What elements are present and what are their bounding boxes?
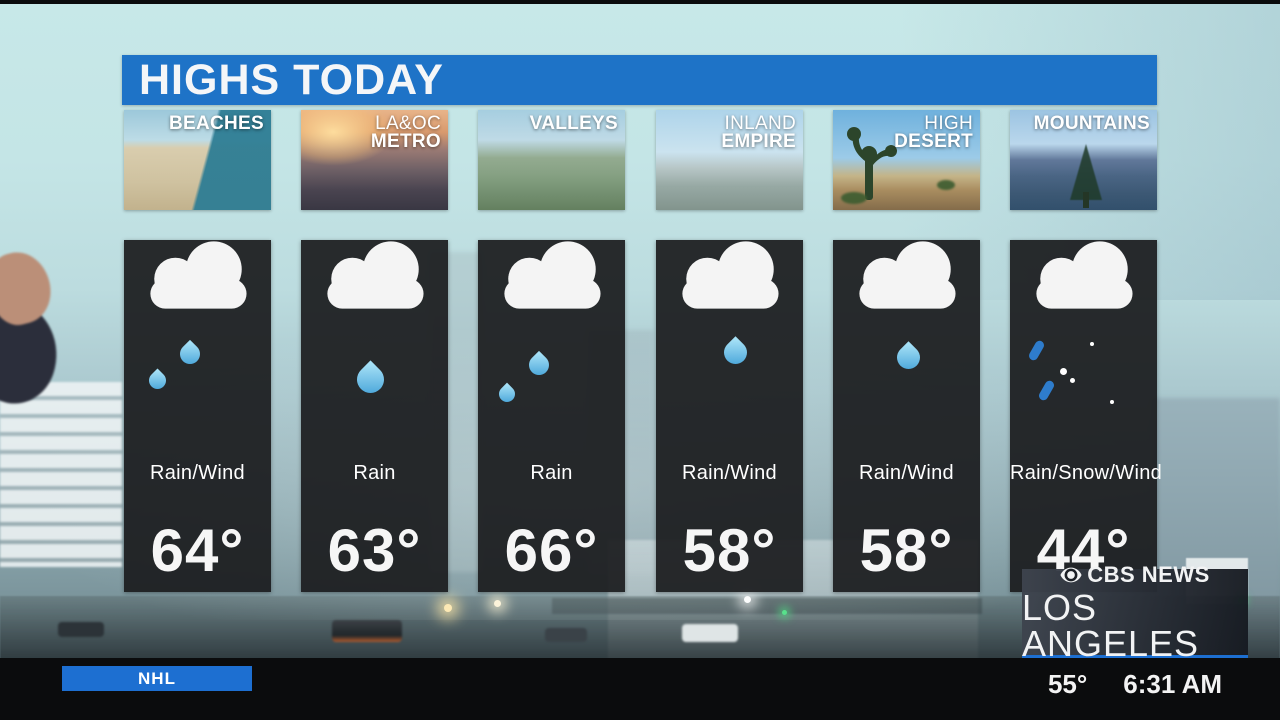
background-building-white (0, 382, 122, 567)
pine-tree (1070, 144, 1102, 200)
headlight-glow (744, 596, 751, 603)
snowflake-icon (1070, 378, 1075, 383)
high-temp: 64° (150, 517, 245, 584)
forecast-card: Rain/Wind 64° (124, 240, 271, 592)
rain-streak-icon (1037, 379, 1056, 402)
condition-text: Rain/Wind (859, 462, 954, 484)
rain-cloud-icon (327, 241, 424, 309)
rain-snow-cloud-icon (1036, 241, 1133, 309)
region-photo-la-oc-metro: LA&OC METRO (301, 110, 448, 210)
condition-text: Rain (353, 462, 396, 484)
raindrop-icon (892, 341, 925, 374)
station-name: CBS NEWS (1087, 562, 1210, 587)
forecast-card: Rain/Wind 58° (656, 240, 803, 592)
station-brand-row: CBS NEWS (1060, 562, 1210, 588)
high-temp: 63° (327, 517, 422, 584)
raindrop-icon (351, 360, 390, 399)
lower-third-bar: NHL (0, 658, 1280, 720)
high-temp: 58° (859, 517, 954, 584)
headline-banner: HIGHS TODAY (122, 55, 1157, 105)
current-time: 6:31 AM (1123, 668, 1223, 699)
rain-cloud-icon (504, 241, 601, 309)
station-city: LOS ANGELES (1022, 587, 1200, 664)
region-label: BEACHES (168, 113, 264, 134)
raindrop-icon (175, 339, 205, 369)
forecast-column-mountains: MOUNTAINS Rain/Snow/Wind 44° (1010, 110, 1163, 592)
raindrop-icon (719, 336, 752, 369)
time-temp-row: 55° 6:31 AM (1022, 662, 1248, 706)
high-temp: 66° (504, 517, 599, 584)
rain-cloud-icon (150, 241, 247, 309)
forecast-column-high-desert: HIGH DESERT Rain/Wind 58° (833, 110, 980, 592)
background-van (682, 624, 738, 642)
top-letterbox-bar (0, 0, 1280, 4)
presenter-hand (0, 245, 58, 331)
forecast-column-la-oc-metro: LA&OC METRO Rain 63° (301, 110, 448, 592)
snowflake-icon (1060, 368, 1067, 375)
ticker-category-label: NHL (138, 668, 176, 688)
snowflake-icon (1110, 400, 1114, 404)
region-label: INLAND EMPIRE (721, 113, 796, 153)
forecast-column-valleys: VALLEYS Rain 66° (478, 110, 625, 592)
region-photo-valleys: VALLEYS (478, 110, 625, 210)
condition-text: Rain/Wind (150, 462, 245, 484)
condition-text: Rain/Wind (682, 462, 777, 484)
raindrop-icon (495, 382, 519, 406)
pine-tree-trunk (1083, 192, 1089, 208)
raindrop-icon (524, 350, 554, 380)
streetlight-glow (444, 604, 452, 612)
region-photo-high-desert: HIGH DESERT (833, 110, 980, 210)
joshua-tree (847, 127, 897, 200)
region-photo-beaches: BEACHES (124, 110, 271, 210)
current-temp: 55° (1047, 668, 1088, 699)
desert-shrub (841, 192, 867, 204)
forecast-column-inland-empire: INLAND EMPIRE Rain/Wind 58° (656, 110, 803, 592)
raindrop-icon (145, 368, 170, 393)
region-label: MOUNTAINS (1033, 113, 1150, 134)
forecast-card: Rain 63° (301, 240, 448, 592)
background-car (58, 622, 104, 637)
region-label: LA&OC METRO (370, 113, 441, 153)
region-photo-mountains: MOUNTAINS (1010, 110, 1157, 210)
rain-streak-icon (1027, 339, 1046, 362)
background-car (545, 628, 587, 642)
forecast-card: Rain/Wind 58° (833, 240, 980, 592)
cbs-eye-icon (1060, 567, 1082, 583)
desert-shrub (937, 180, 955, 190)
snowflake-icon (1090, 342, 1094, 346)
forecast-card: Rain/Snow/Wind 44° (1010, 240, 1163, 592)
high-temp: 58° (682, 517, 777, 584)
condition-text: Rain (530, 462, 573, 484)
condition-text: Rain/Snow/Wind (1010, 462, 1163, 484)
region-label: VALLEYS (529, 113, 618, 134)
region-photo-inland-empire: INLAND EMPIRE (656, 110, 803, 210)
headline-title: HIGHS TODAY (139, 55, 444, 104)
station-bug: CBS NEWS LOS ANGELES (1022, 562, 1248, 664)
forecast-card: Rain 66° (478, 240, 625, 592)
forecast-column-beaches: BEACHES Rain/Wind 64° (124, 110, 271, 592)
rain-cloud-icon (859, 241, 956, 309)
rain-cloud-icon (682, 241, 779, 309)
region-label: HIGH DESERT (894, 113, 973, 153)
ticker-category-chip: NHL (62, 666, 252, 691)
traffic-light-green (782, 610, 787, 615)
streetlight-glow (494, 600, 501, 607)
background-bus (332, 620, 402, 642)
